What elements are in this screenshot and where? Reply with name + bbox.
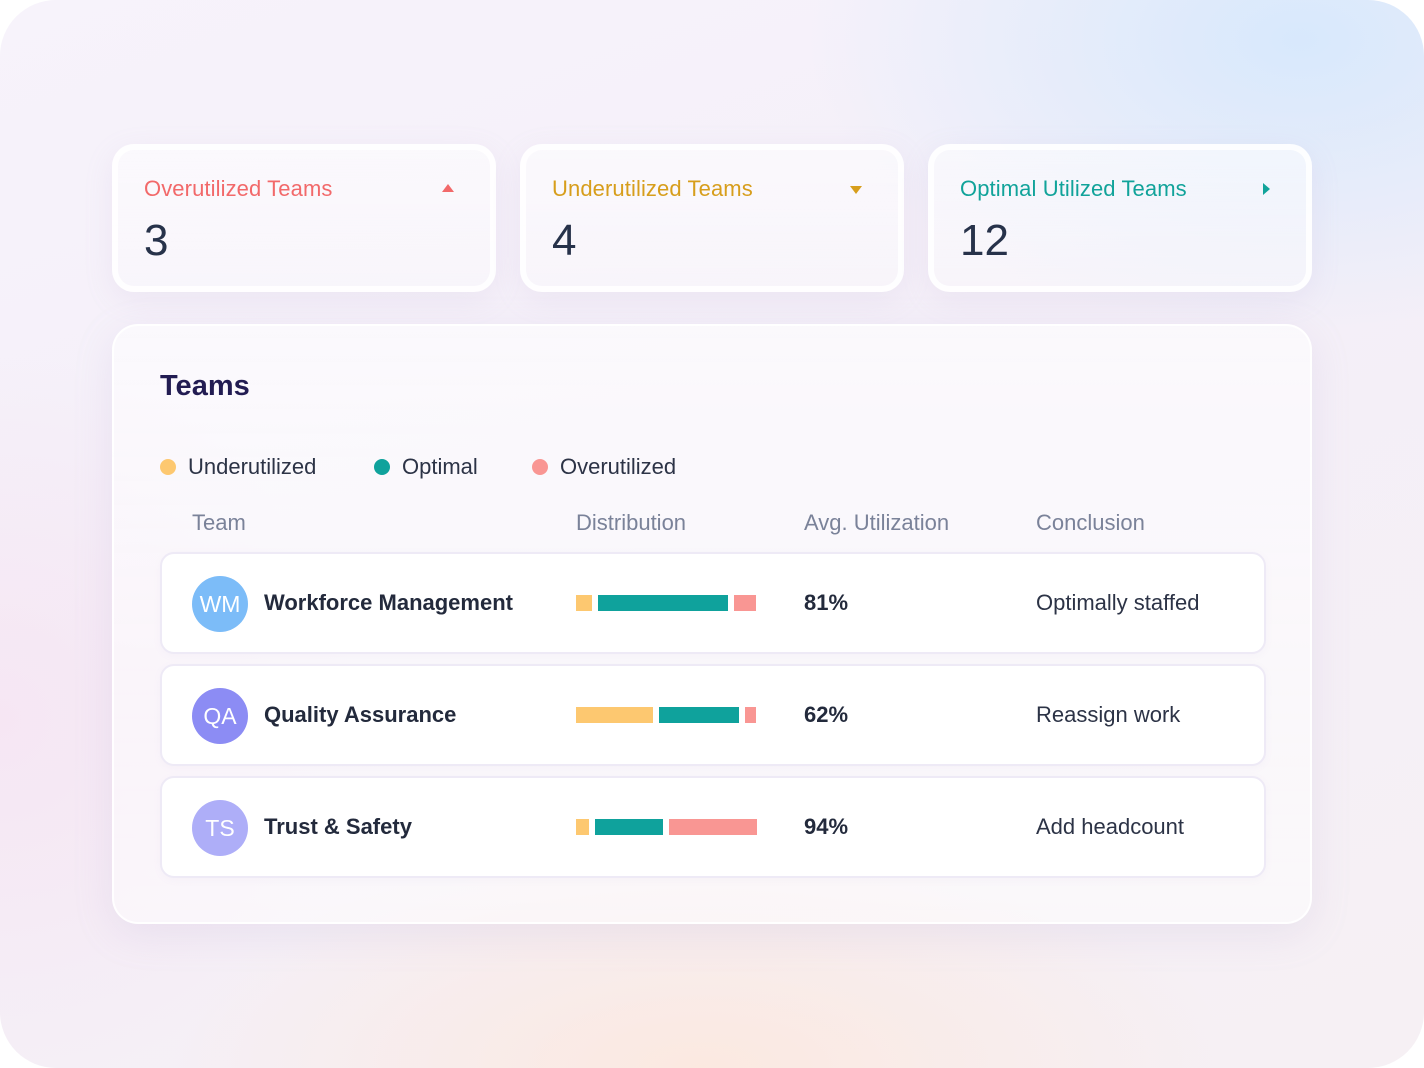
team-name: Trust & Safety	[264, 814, 412, 839]
conclusion: Add headcount	[1036, 814, 1185, 839]
column-header-avg-utilization: Avg. Utilization	[804, 510, 950, 535]
table-row[interactable]: TS Trust & Safety 94% Add headcount	[160, 776, 1266, 878]
distribution-segment-underutilized	[576, 707, 653, 723]
distribution-segment-overutilized	[734, 595, 756, 611]
table-row[interactable]: QA Quality Assurance 62% Reassign work	[160, 664, 1266, 766]
distribution-segment-underutilized	[576, 595, 592, 611]
column-header-distribution: Distribution	[576, 510, 687, 535]
legend-dot-optimal	[374, 459, 390, 475]
column-header-conclusion: Conclusion	[1036, 510, 1145, 535]
table-row[interactable]: WM Workforce Management 81% Optimally st…	[160, 552, 1266, 654]
teams-panel: Teams Underutilized Optimal Overutilized…	[112, 324, 1312, 924]
legend-label-underutilized: Underutilized	[188, 454, 317, 479]
distribution-segment-overutilized	[745, 707, 756, 723]
overutilized-teams-count: 3	[144, 216, 169, 265]
legend-item-optimal: Optimal	[374, 454, 478, 480]
optimal-utilized-teams-title: Optimal Utilized Teams	[960, 176, 1187, 201]
team-name: Workforce Management	[264, 590, 513, 615]
distribution-bar	[576, 595, 756, 611]
caret-right-icon	[1263, 183, 1270, 195]
legend-label-optimal: Optimal	[402, 454, 478, 479]
avg-utilization: 94%	[804, 814, 849, 839]
distribution-bar	[576, 707, 756, 723]
avg-utilization: 81%	[804, 590, 849, 615]
team-name: Quality Assurance	[264, 702, 457, 727]
underutilized-teams-title: Underutilized Teams	[552, 176, 753, 201]
legend-dot-underutilized	[160, 459, 176, 475]
distribution-bar	[576, 819, 757, 835]
legend-item-underutilized: Underutilized	[160, 454, 316, 480]
overutilized-teams-card[interactable]: Overutilized Teams 3	[112, 144, 496, 292]
optimal-utilized-teams-card[interactable]: Optimal Utilized Teams 12	[928, 144, 1312, 292]
avatar: WM	[192, 576, 248, 632]
avatar: TS	[192, 800, 248, 856]
column-header-team: Team	[192, 510, 246, 535]
legend-item-overutilized: Overutilized	[532, 454, 676, 480]
overutilized-teams-title: Overutilized Teams	[144, 176, 333, 201]
panel-title: Teams	[160, 370, 250, 402]
avatar: QA	[192, 688, 248, 744]
avg-utilization: 62%	[804, 702, 849, 727]
conclusion: Reassign work	[1036, 702, 1181, 727]
legend-label-overutilized: Overutilized	[560, 454, 677, 479]
conclusion: Optimally staffed	[1036, 590, 1200, 615]
underutilized-teams-card[interactable]: Underutilized Teams 4	[520, 144, 904, 292]
distribution-segment-underutilized	[576, 819, 589, 835]
caret-up-icon	[442, 184, 454, 192]
caret-down-icon	[850, 186, 862, 194]
distribution-segment-optimal	[659, 707, 739, 723]
legend-dot-overutilized	[532, 459, 548, 475]
distribution-segment-optimal	[595, 819, 663, 835]
underutilized-teams-count: 4	[552, 216, 577, 265]
distribution-segment-overutilized	[669, 819, 757, 835]
distribution-segment-optimal	[598, 595, 728, 611]
optimal-utilized-teams-count: 12	[960, 216, 1009, 265]
